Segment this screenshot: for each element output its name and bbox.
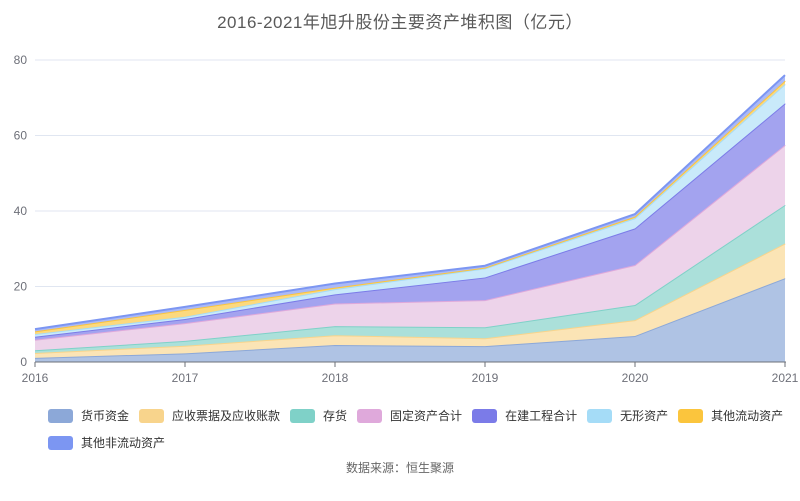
legend-item-3[interactable]: 固定资产合计 — [357, 407, 462, 424]
legend-item-2[interactable]: 存货 — [290, 407, 347, 424]
legend-swatch-icon — [678, 408, 704, 423]
y-axis-label: 80 — [14, 53, 28, 67]
x-axis-label: 2020 — [622, 371, 649, 385]
legend-label: 货币资金 — [81, 409, 130, 423]
x-axis-label: 2016 — [22, 371, 49, 385]
legend-swatch-icon — [48, 435, 73, 450]
legend-swatch-icon — [139, 408, 165, 423]
area-series-1 — [35, 243, 785, 358]
x-axis-label: 2021 — [772, 371, 799, 385]
chart-legend: 货币资金 应收票据及应收账款 存货 固定资产合计 在建工程合计 无形资产 其他流动资产其他非… — [48, 407, 790, 451]
data-source-note: 数据来源：恒生聚源 — [345, 461, 454, 475]
chart-title: 2016-2021年旭升股份主要资产堆积图（亿元） — [217, 13, 583, 32]
legend-label: 其他非流动资产 — [81, 436, 166, 450]
area-series-3 — [35, 144, 785, 351]
area-series-line-7 — [34, 74, 786, 331]
legend-item-7[interactable]: 其他非流动资产 — [48, 434, 165, 451]
legend-swatch-icon — [48, 408, 73, 423]
legend-item-6[interactable]: 其他流动资产 — [678, 407, 783, 424]
y-axis-label: 20 — [14, 280, 28, 294]
legend-item-1[interactable]: 应收票据及应收账款 — [139, 407, 280, 424]
legend-label: 其他流动资产 — [711, 409, 784, 423]
legend-label: 应收票据及应收账款 — [172, 409, 281, 423]
legend-label: 在建工程合计 — [505, 409, 578, 423]
legend-row: 其他非流动资产 — [48, 434, 790, 451]
x-axis-label: 2019 — [472, 371, 499, 385]
legend-item-5[interactable]: 无形资产 — [587, 407, 668, 424]
legend-label: 无形资产 — [620, 409, 669, 423]
y-axis-label: 60 — [14, 129, 28, 143]
legend-swatch-icon — [472, 408, 498, 423]
legend-item-0[interactable]: 货币资金 — [48, 407, 129, 424]
legend-swatch-icon — [290, 408, 316, 423]
legend-label: 存货 — [323, 409, 348, 423]
x-axis-label: 2018 — [322, 371, 349, 385]
area-series-2 — [35, 204, 785, 353]
x-axis-label: 2017 — [172, 371, 199, 385]
legend-item-4[interactable]: 在建工程合计 — [472, 407, 577, 424]
legend-row: 货币资金 应收票据及应收账款 存货 固定资产合计 在建工程合计 无形资产 其他流动资产 — [48, 407, 790, 424]
y-axis-label: 40 — [14, 204, 28, 218]
legend-label: 固定资产合计 — [390, 409, 463, 423]
area-series-4 — [35, 103, 785, 340]
area-series-0 — [35, 278, 785, 362]
y-axis-label: 0 — [20, 355, 27, 369]
legend-swatch-icon — [587, 408, 613, 423]
legend-swatch-icon — [357, 408, 383, 423]
